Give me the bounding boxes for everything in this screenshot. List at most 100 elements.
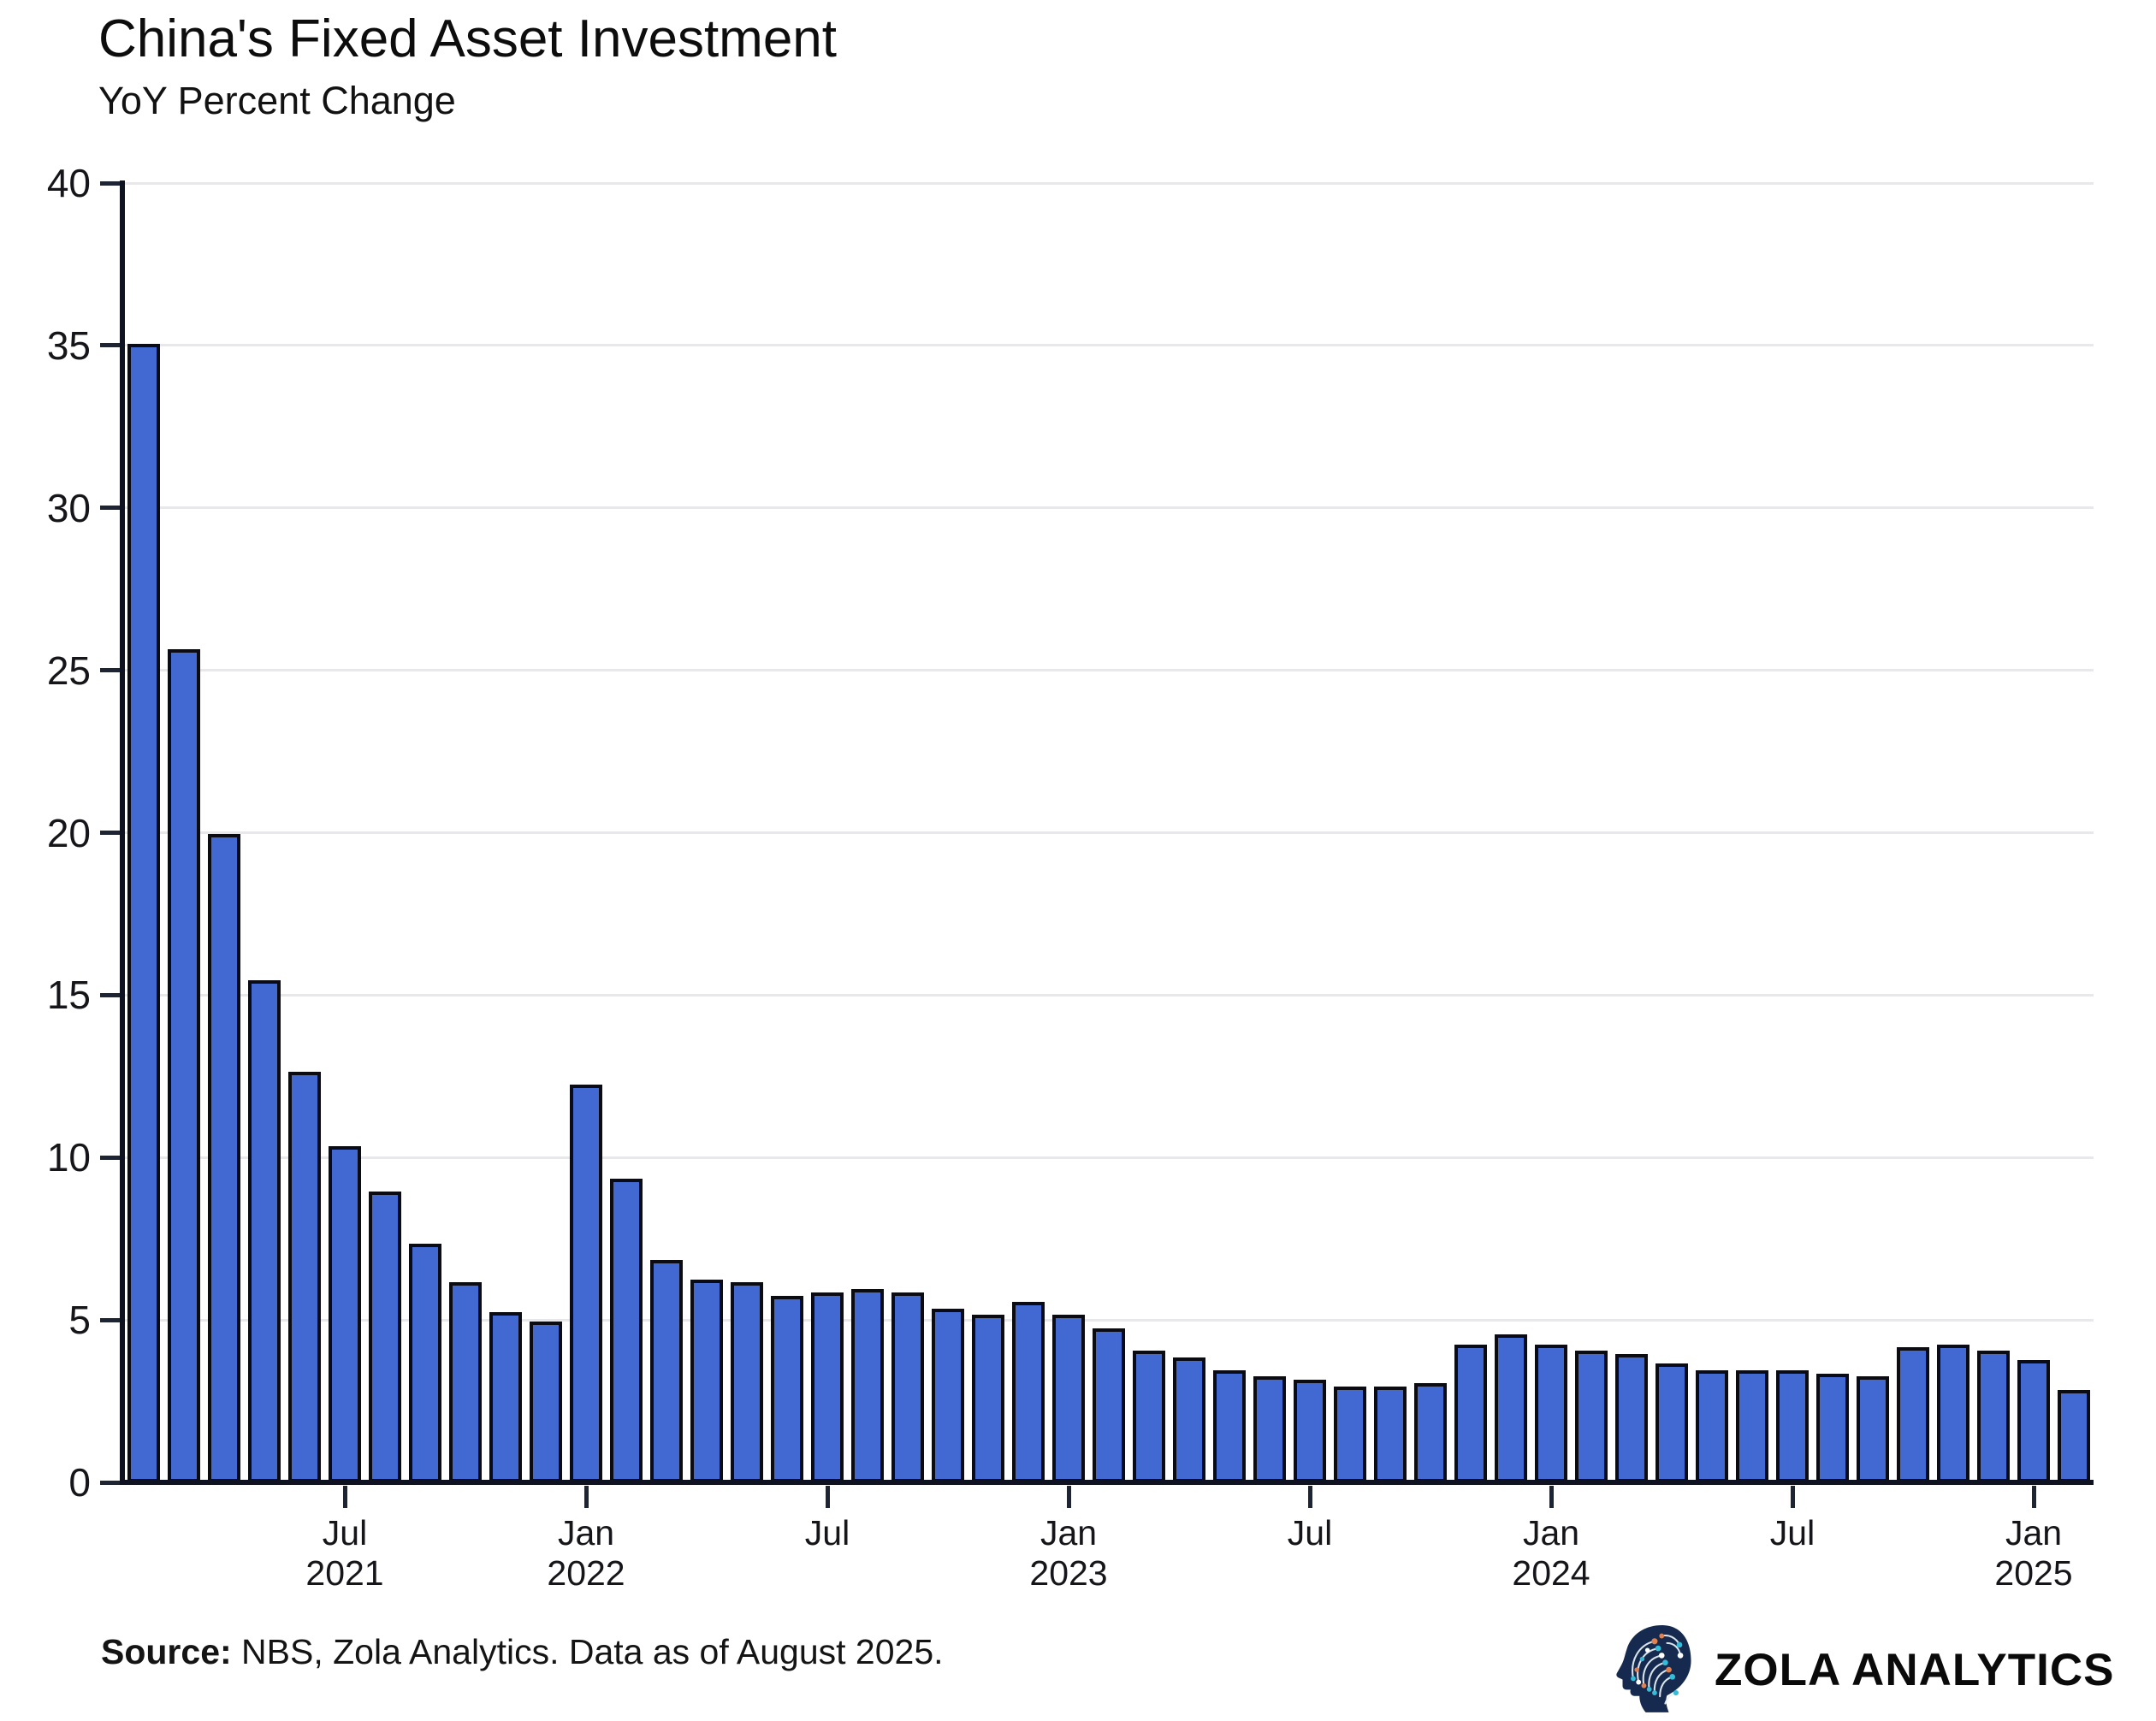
bar <box>1857 1376 1889 1482</box>
bar <box>489 1311 522 1482</box>
head-circuit-icon <box>1616 1625 1691 1712</box>
bar <box>1937 1344 1969 1482</box>
bar <box>449 1282 482 1482</box>
bar <box>1897 1347 1929 1482</box>
gridline <box>122 344 2094 347</box>
bar <box>2017 1360 2050 1482</box>
bar <box>1736 1369 1768 1482</box>
y-tick-mark <box>100 1480 122 1485</box>
x-tick-month: Jul <box>322 1513 368 1552</box>
bar <box>811 1292 844 1482</box>
x-tick-mark <box>1549 1486 1554 1508</box>
bar <box>127 343 160 1482</box>
bar <box>2058 1389 2090 1482</box>
bar <box>329 1145 361 1482</box>
x-tick-label: Jan 2023 <box>957 1513 1180 1594</box>
y-axis-line <box>120 180 125 1485</box>
x-tick-month: Jan <box>2005 1513 2063 1552</box>
y-tick-mark <box>100 1155 122 1160</box>
bar <box>1454 1344 1487 1482</box>
bar <box>208 834 240 1482</box>
x-tick-mark <box>825 1486 830 1508</box>
gridline <box>122 669 2094 672</box>
x-tick-label: Jan 2024 <box>1440 1513 1662 1594</box>
y-tick-label: 30 <box>46 485 91 530</box>
x-tick-year: 2021 <box>305 1553 384 1593</box>
bar <box>1816 1373 1849 1482</box>
y-tick-mark <box>100 992 122 997</box>
y-tick-mark <box>100 1317 122 1322</box>
bar <box>1253 1376 1286 1482</box>
gridline <box>122 1156 2094 1159</box>
x-tick-label: Jul <box>1681 1513 1904 1553</box>
x-axis-line <box>120 1480 2094 1485</box>
bar <box>1133 1351 1165 1482</box>
bar <box>610 1178 643 1482</box>
bar <box>1414 1383 1447 1482</box>
x-tick-month: Jan <box>1522 1513 1580 1552</box>
bar <box>1615 1353 1648 1482</box>
gridline <box>122 831 2094 834</box>
x-tick-year: 2024 <box>1512 1553 1590 1593</box>
source-note: Source: NBS, Zola Analytics. Data as of … <box>101 1632 944 1672</box>
chart-subtitle: YoY Percent Change <box>98 79 456 122</box>
bar <box>972 1315 1004 1482</box>
bar <box>690 1279 723 1482</box>
bar <box>248 980 281 1482</box>
y-tick-mark <box>100 180 122 186</box>
source-text: NBS, Zola Analytics. Data as of August 2… <box>231 1632 944 1671</box>
x-tick-mark <box>342 1486 347 1508</box>
bar <box>1294 1380 1326 1482</box>
x-tick-mark <box>583 1486 589 1508</box>
bar <box>1656 1363 1688 1482</box>
y-tick-label: 35 <box>46 322 91 368</box>
bar <box>1696 1369 1728 1482</box>
brand-logo <box>1615 1623 1697 1714</box>
bar <box>409 1243 441 1482</box>
bar <box>168 648 200 1482</box>
bar <box>1093 1328 1125 1482</box>
x-tick-mark <box>2031 1486 2036 1508</box>
y-tick-label: 10 <box>46 1135 91 1180</box>
y-tick-mark <box>100 668 122 673</box>
bar <box>530 1321 562 1482</box>
chart-title: China's Fixed Asset Investment <box>98 9 838 68</box>
x-tick-month: Jul <box>804 1513 850 1552</box>
bar <box>932 1308 964 1482</box>
gridline <box>122 993 2094 997</box>
bar <box>1495 1334 1527 1482</box>
bar <box>1173 1357 1205 1482</box>
bar <box>1374 1386 1407 1482</box>
bar <box>570 1084 602 1482</box>
bar <box>1977 1351 2010 1482</box>
x-tick-label: Jan 2022 <box>475 1513 697 1594</box>
bar <box>1334 1386 1366 1482</box>
gridline <box>122 1318 2094 1322</box>
y-tick-label: 40 <box>46 161 91 205</box>
x-tick-label: Jan 2025 <box>1922 1513 2145 1594</box>
bar <box>1052 1315 1085 1482</box>
x-tick-mark <box>1066 1486 1071 1508</box>
x-tick-month: Jan <box>1040 1513 1098 1552</box>
x-tick-month: Jul <box>1287 1513 1333 1552</box>
y-tick-label: 15 <box>46 973 91 1018</box>
x-tick-mark <box>1307 1486 1312 1508</box>
x-tick-label: Jul <box>1199 1513 1421 1553</box>
y-tick-label: 20 <box>46 810 91 855</box>
bar <box>369 1192 401 1482</box>
x-tick-year: 2022 <box>547 1553 625 1593</box>
bar <box>1213 1369 1246 1482</box>
y-tick-mark <box>100 343 122 348</box>
x-tick-mark <box>1790 1486 1795 1508</box>
bar <box>650 1259 683 1482</box>
bar <box>1535 1344 1567 1482</box>
bar <box>1575 1351 1608 1482</box>
y-tick-label: 0 <box>68 1460 91 1505</box>
bar <box>288 1071 321 1482</box>
x-tick-label: Jul 2021 <box>234 1513 456 1594</box>
bar <box>891 1292 924 1482</box>
x-tick-year: 2025 <box>1994 1553 2073 1593</box>
brand-name: ZOLA ANALYTICS <box>1715 1645 2115 1695</box>
y-tick-label: 25 <box>46 648 91 693</box>
